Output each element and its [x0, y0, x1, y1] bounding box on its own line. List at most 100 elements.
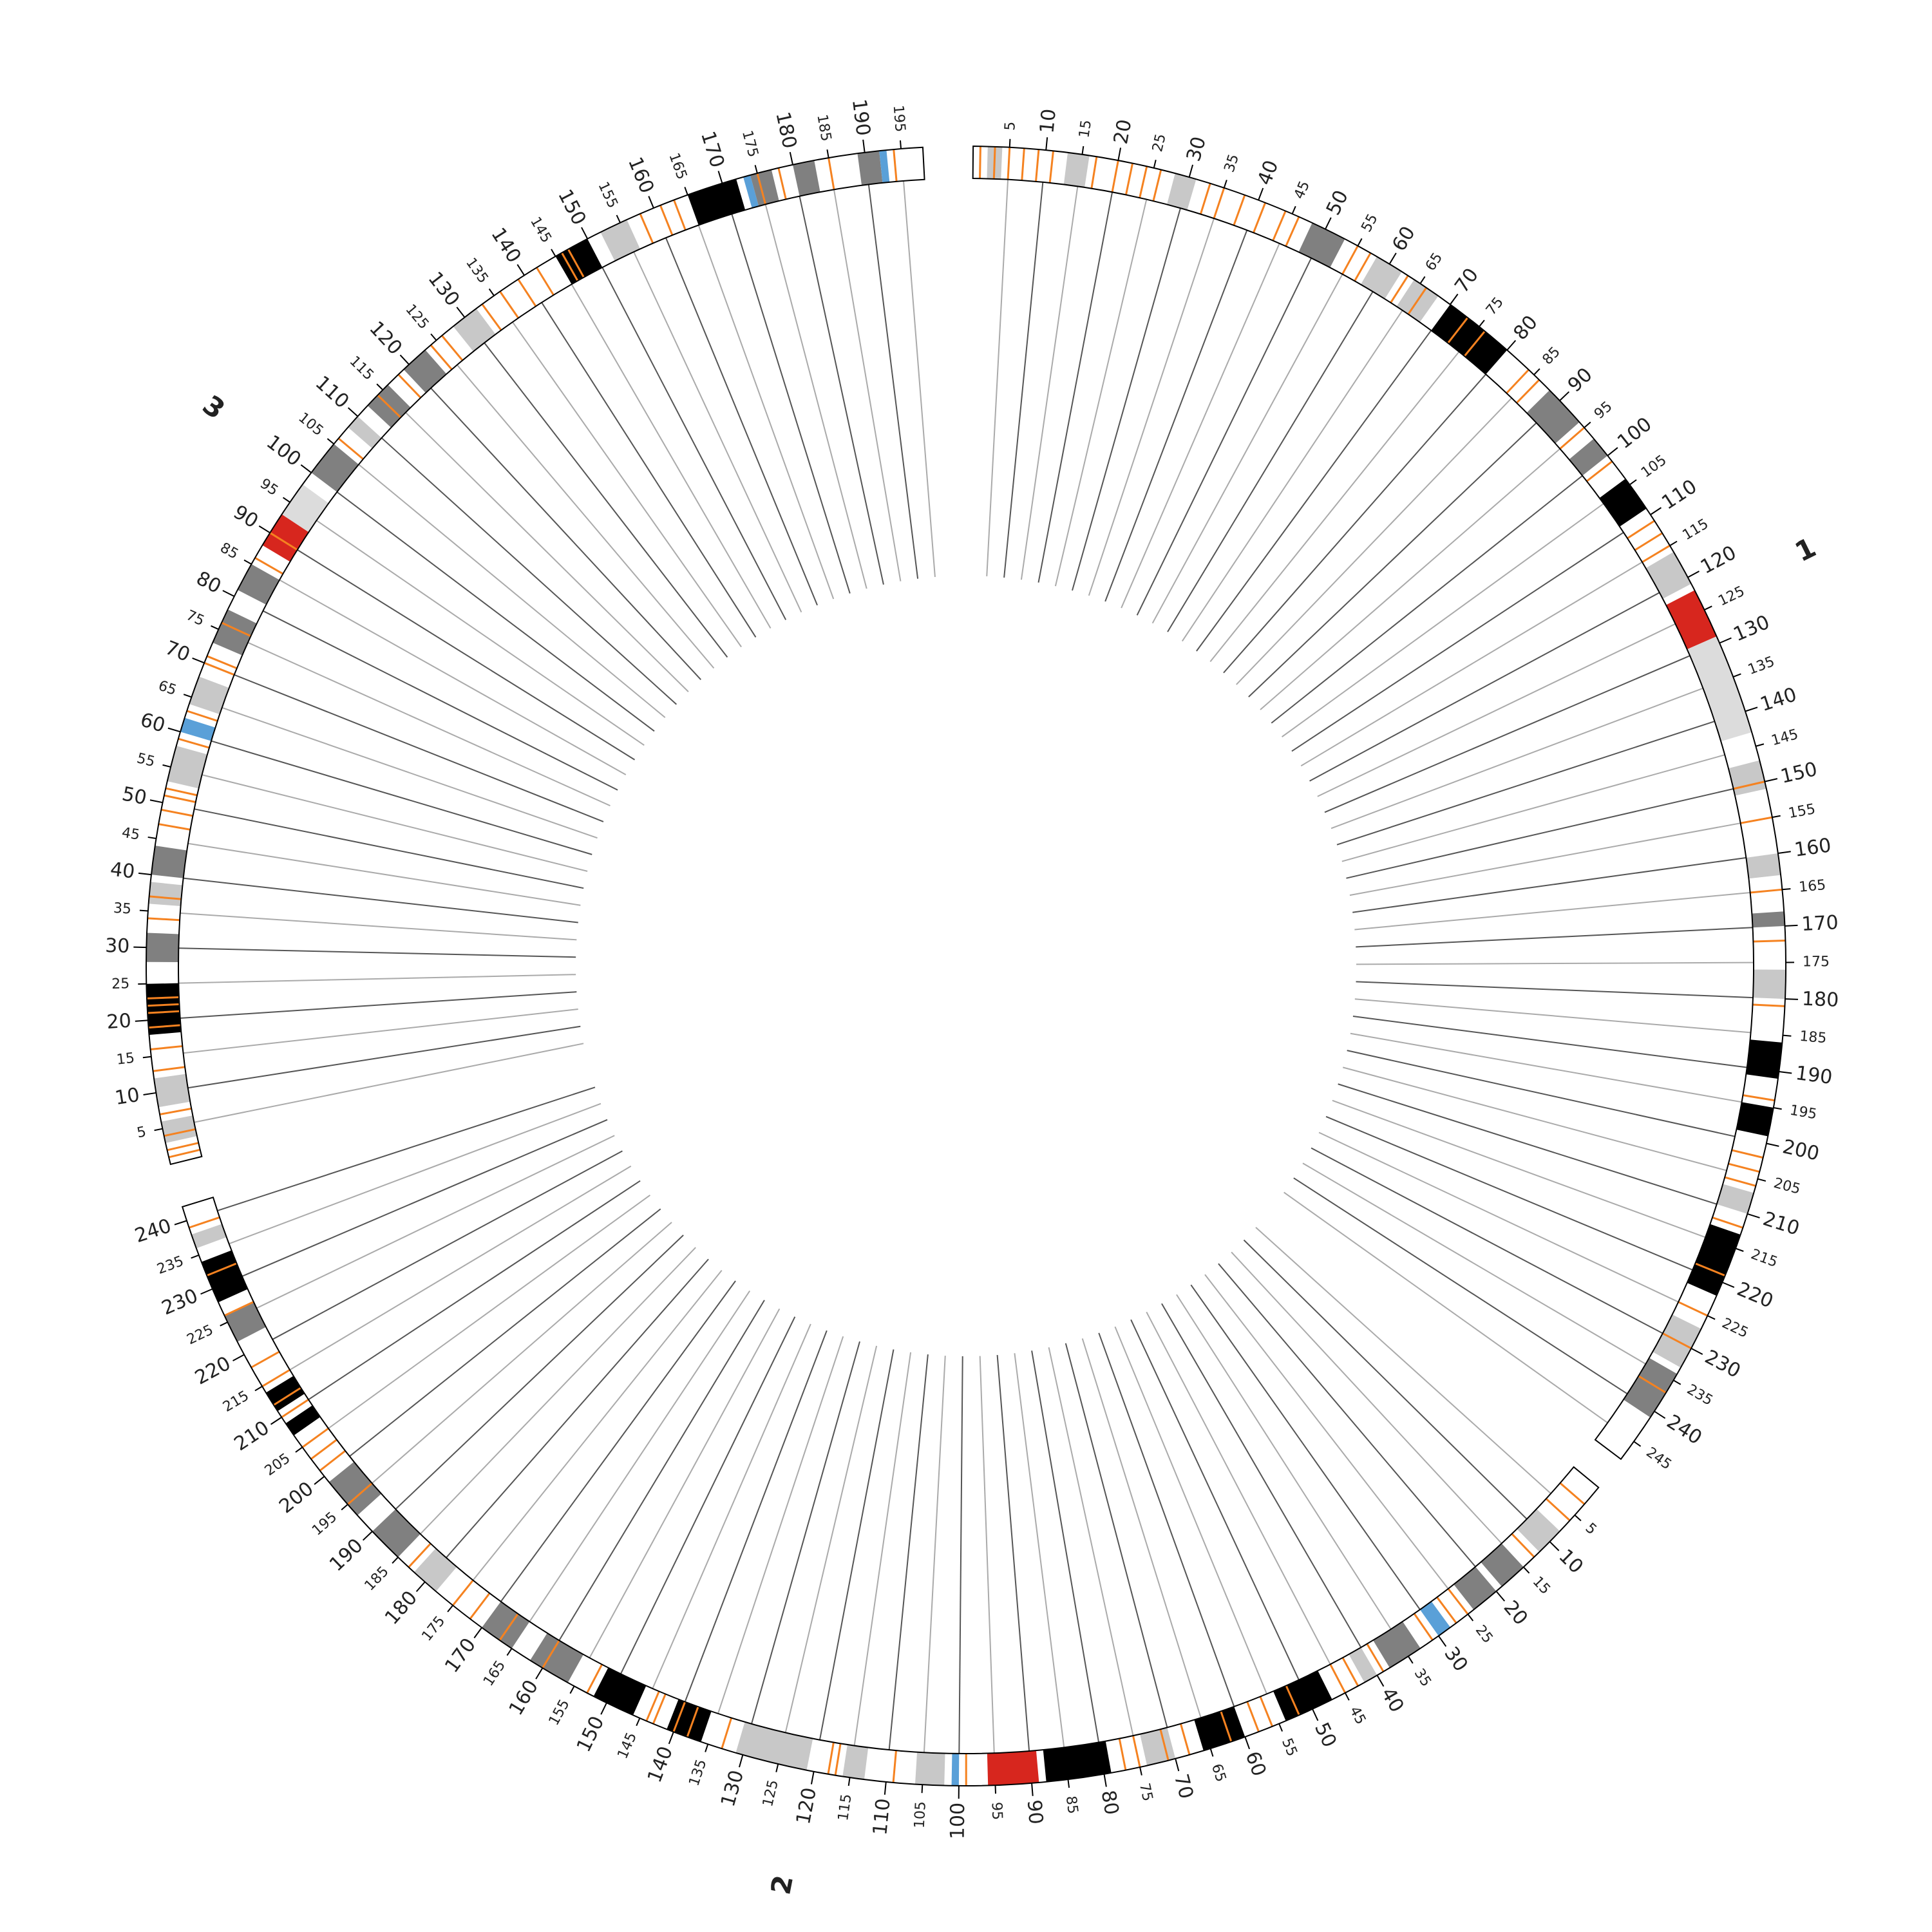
tick-label: 130 [717, 1768, 748, 1810]
grid-line [1352, 1016, 1747, 1068]
grid-line [1260, 448, 1560, 710]
feature [452, 1579, 474, 1606]
grid-line [222, 706, 598, 839]
tick-mark [1312, 1709, 1319, 1721]
tick-label: 95 [988, 1802, 1005, 1821]
tick-mark [1291, 205, 1296, 214]
feature [1259, 1696, 1274, 1727]
grid-line [242, 1119, 608, 1277]
band [530, 1633, 583, 1683]
grid-line [1309, 592, 1660, 782]
tick-label: 220 [191, 1352, 234, 1390]
grid-line [1356, 961, 1754, 965]
feature [1750, 888, 1783, 894]
feature [408, 1542, 431, 1568]
tick-mark [1479, 319, 1485, 327]
band [1753, 969, 1786, 999]
band [1665, 590, 1717, 650]
tick-label: 50 [1322, 187, 1353, 219]
tick-label: 155 [546, 1697, 573, 1728]
grid-line [633, 251, 802, 612]
feature [1559, 426, 1586, 450]
feature [1285, 216, 1300, 247]
feature [586, 1663, 603, 1694]
ideogram-outline [181, 1196, 1600, 1787]
tick-mark [295, 1446, 303, 1453]
tick-label: 195 [309, 1509, 340, 1539]
band [1517, 1509, 1560, 1552]
ideogram-outline [146, 146, 925, 1166]
grid-line [229, 1103, 601, 1245]
feature [1728, 1162, 1760, 1173]
tick-mark [648, 196, 654, 209]
tick-label: 10 [113, 1084, 141, 1110]
feature [1220, 1710, 1233, 1742]
tick-label: 75 [1136, 1782, 1155, 1803]
feature [1559, 1482, 1586, 1505]
tick-label: 240 [132, 1215, 174, 1247]
grid-line [405, 412, 689, 692]
band [1736, 1102, 1774, 1137]
tick-label: 115 [1680, 516, 1712, 544]
grid-line [187, 1025, 581, 1089]
tick-label: 45 [120, 825, 141, 844]
band [600, 220, 640, 261]
grid-line [764, 204, 867, 589]
feature [206, 655, 238, 670]
band [1599, 478, 1647, 527]
feature [1152, 169, 1162, 202]
tick-mark [1549, 1541, 1560, 1551]
feature [561, 252, 579, 281]
band [1349, 1647, 1378, 1683]
grid-line [1342, 1066, 1727, 1171]
tick-mark [327, 438, 335, 445]
feature [223, 1301, 254, 1317]
band [224, 1302, 267, 1342]
band [146, 983, 182, 1035]
tick-label: 225 [1719, 1315, 1751, 1341]
feature [1516, 379, 1540, 404]
tick-mark [1765, 778, 1778, 782]
grid-line [316, 520, 645, 746]
grid-line [1161, 1303, 1362, 1648]
tick-label: 65 [156, 677, 178, 699]
feature [645, 1690, 660, 1721]
tick-label: 70 [162, 636, 193, 667]
band [154, 1074, 191, 1108]
tick-mark [705, 1743, 709, 1752]
tick-label: 10 [1036, 108, 1061, 134]
tick-mark [1278, 1723, 1283, 1732]
tick-label: 140 [486, 223, 525, 267]
tick-label: 30 [1439, 1643, 1472, 1676]
tick-label: 140 [643, 1743, 677, 1786]
tick-mark [1732, 673, 1741, 678]
tick-label: 185 [362, 1564, 392, 1595]
grid-line [1349, 822, 1741, 896]
feature [1354, 252, 1372, 282]
grid-line [1302, 1162, 1646, 1365]
feature [167, 1142, 199, 1151]
feature [542, 1640, 560, 1669]
grid-line [1300, 561, 1643, 767]
tick-label: 25 [111, 976, 130, 992]
tick-label: 110 [869, 1797, 895, 1836]
grid-line [1088, 218, 1215, 596]
tick-label: 215 [1748, 1246, 1779, 1271]
tick-mark [1467, 1613, 1474, 1622]
tick-mark [192, 657, 205, 664]
grid-line [1338, 1083, 1718, 1205]
feature [146, 996, 180, 999]
tick-label: 170 [440, 1634, 480, 1677]
grid-line [1325, 1115, 1693, 1271]
tick-label: 225 [185, 1322, 216, 1349]
feature [1731, 1149, 1764, 1159]
band [348, 416, 382, 449]
grid-line [1255, 1227, 1551, 1494]
tick-label: 20 [1110, 118, 1136, 146]
feature [397, 374, 422, 399]
band [1454, 1566, 1497, 1610]
tick-mark [147, 836, 156, 839]
band [1194, 1706, 1245, 1751]
tick-label: 40 [1253, 157, 1283, 188]
tick-mark [1419, 276, 1426, 284]
